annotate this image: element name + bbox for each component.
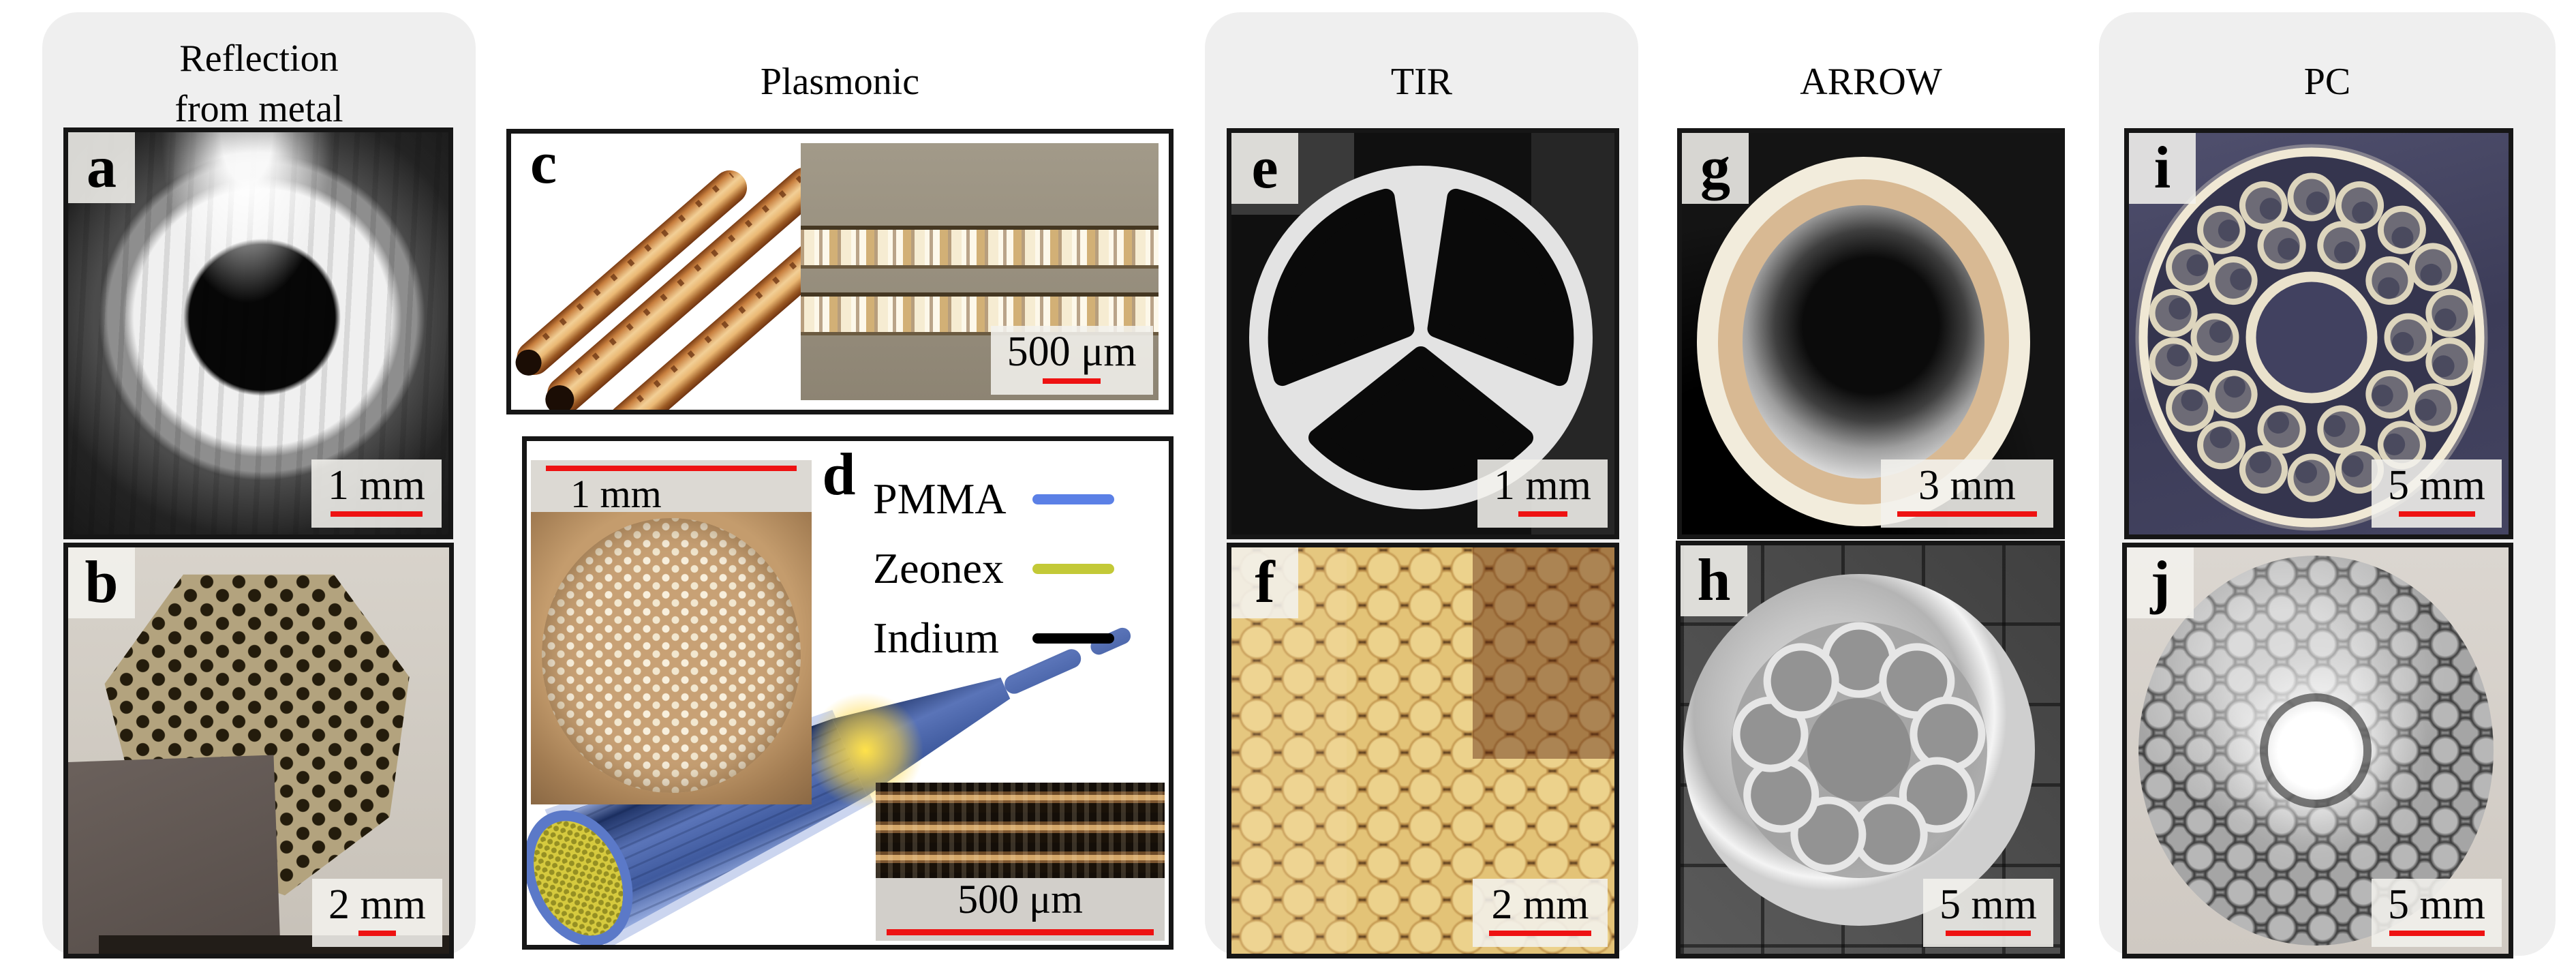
legend-label: Indium xyxy=(873,614,999,662)
legend-row-pmma: PMMA xyxy=(873,474,1114,524)
panel-letter: b xyxy=(85,549,119,616)
plasmonic-fiber-render-area: 500 μm xyxy=(511,134,1169,410)
panel-f: f 2 mm xyxy=(1227,543,1619,959)
scale-text: 3 mm xyxy=(1918,462,2016,509)
section-title-reflection: Reflection from metal xyxy=(42,34,476,135)
scale-line xyxy=(331,511,423,517)
panel-label-j: j xyxy=(2127,547,2194,618)
hollow-core xyxy=(1742,205,1984,479)
panel-letter: e xyxy=(1251,135,1278,201)
panel-label-h: h xyxy=(1681,545,1747,616)
panel-label-b: b xyxy=(68,547,135,618)
scale-text: 5 mm xyxy=(2388,881,2485,928)
panel-letter: g xyxy=(1700,135,1730,201)
legend-label: PMMA xyxy=(873,474,1007,523)
material-legend: PMMA Zeonex Indium xyxy=(873,474,1114,682)
scale-text: 500 μm xyxy=(1007,329,1137,376)
panel-b: b 2 mm xyxy=(63,543,454,959)
zeonex-color-swatch xyxy=(1032,563,1114,574)
indium-color-swatch xyxy=(1032,633,1114,644)
scale-text: 1 mm xyxy=(328,462,425,509)
panel-label-d: d xyxy=(527,441,1151,509)
panel-i: i 5 mm xyxy=(2124,128,2513,539)
panel-label-f: f xyxy=(1231,547,1298,618)
scale-text: 2 mm xyxy=(328,881,426,928)
panel-e: e 1 mm xyxy=(1227,128,1619,539)
section-title-tir: TIR xyxy=(1390,61,1453,103)
pmma-color-swatch xyxy=(1032,494,1114,504)
micrograph-plasmonic-chains: 500 μm xyxy=(800,143,1159,400)
scale-line xyxy=(358,931,397,936)
tube-lattice-fiber xyxy=(1683,574,2035,926)
bright-core-hole xyxy=(2268,701,2364,800)
panel-c: 500 μm c xyxy=(506,129,1174,414)
reflection-title-line2: from metal xyxy=(174,87,343,130)
panel-g: g 3 mm xyxy=(1677,128,2065,539)
copper-tubes-illustration xyxy=(515,167,831,410)
panel-label-g: g xyxy=(1682,133,1749,204)
scale-text: 1 mm xyxy=(1494,462,1591,509)
panel-label-e: e xyxy=(1231,133,1298,204)
microstructured-disc xyxy=(542,517,801,793)
panel-letter: i xyxy=(2153,135,2171,201)
dark-patch xyxy=(1473,547,1614,759)
section-title-arrow: ARROW xyxy=(1800,61,1942,103)
metal-chain-top xyxy=(800,225,1159,269)
legend-label: Zeonex xyxy=(873,544,1004,592)
panel-j: j 5 mm xyxy=(2122,543,2513,959)
section-title-pc: PC xyxy=(2303,61,2351,103)
scale-bar-c: 500 μm xyxy=(990,326,1153,395)
scale-bar-e: 1 mm xyxy=(1477,459,1608,528)
scale-text: 5 mm xyxy=(1939,881,2037,928)
panel-label-a: a xyxy=(68,132,135,203)
scale-bar-h: 5 mm xyxy=(1923,878,2053,947)
scale-line xyxy=(1489,931,1591,936)
panel-a: a 1 mm xyxy=(63,127,453,539)
inset-cross-section: 1 mm xyxy=(531,460,812,804)
panel-label-c: c xyxy=(521,130,566,198)
scale-line xyxy=(2389,931,2485,936)
scale-text: 1 mm xyxy=(570,472,662,516)
panel-h: h 5 mm xyxy=(1676,541,2065,959)
scale-bar-f: 2 mm xyxy=(1473,878,1608,947)
panel-letter: c xyxy=(530,130,557,196)
panel-letter: j xyxy=(2150,549,2171,616)
scale-bar-j: 5 mm xyxy=(2372,878,2502,947)
scale-bar-b: 2 mm xyxy=(312,878,442,947)
dark-block xyxy=(68,755,281,954)
scale-line xyxy=(546,466,797,471)
scale-line xyxy=(1946,931,2031,936)
panel-d: 1 mm PMMA Zeonex Indium xyxy=(522,436,1174,950)
scale-bar-i: 5 mm xyxy=(2372,459,2502,528)
reflection-title-line1: Reflection xyxy=(179,37,339,80)
micrograph-negative-curvature-fiber xyxy=(1681,545,2060,954)
scale-line xyxy=(1043,378,1101,384)
panel-letter: h xyxy=(1697,547,1731,614)
legend-row-indium: Indium xyxy=(873,613,1114,663)
panel-letter: f xyxy=(1255,549,1275,616)
scale-line xyxy=(2398,511,2475,517)
plasmonic-taper-area: 1 mm PMMA Zeonex Indium xyxy=(527,441,1169,945)
scale-line xyxy=(1518,511,1567,517)
inset-side-view: 500 μm xyxy=(876,783,1165,941)
striped-micrograph xyxy=(876,783,1165,878)
scale-bar-g: 3 mm xyxy=(1881,459,2053,528)
tube-ring-fiber xyxy=(2135,144,2488,531)
scale-text: 2 mm xyxy=(1491,881,1589,928)
panel-label-i: i xyxy=(2129,133,2196,204)
scale-text: 5 mm xyxy=(2388,462,2485,509)
inset-header-strip: 1 mm xyxy=(531,460,812,516)
scale-bar-a: 1 mm xyxy=(311,459,442,528)
panel-letter: d xyxy=(822,442,856,508)
section-title-plasmonic: Plasmonic xyxy=(760,61,920,103)
panel-letter: a xyxy=(87,134,117,200)
legend-row-zeonex: Zeonex xyxy=(873,543,1114,594)
scale-text: 500 μm xyxy=(957,877,1083,922)
fiber-facet-photo xyxy=(531,512,812,804)
scale-line xyxy=(1897,511,2037,517)
scale-line xyxy=(887,929,1154,935)
